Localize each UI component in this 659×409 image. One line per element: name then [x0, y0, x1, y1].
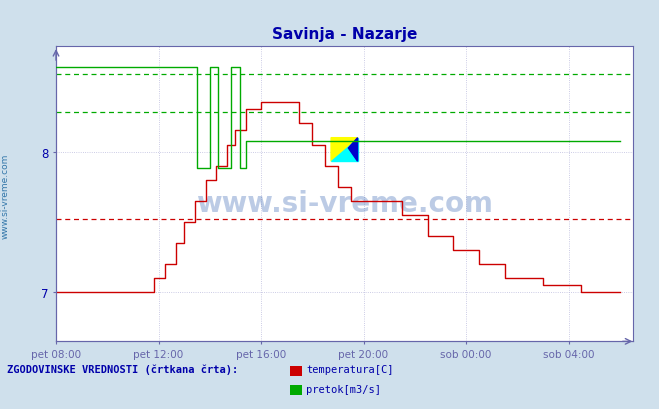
Title: Savinja - Nazarje: Savinja - Nazarje — [272, 27, 417, 42]
Polygon shape — [331, 138, 358, 162]
Text: ZGODOVINSKE VREDNOSTI (črtkana črta):: ZGODOVINSKE VREDNOSTI (črtkana črta): — [7, 364, 238, 374]
Text: www.si-vreme.com: www.si-vreme.com — [196, 189, 493, 217]
Text: temperatura[C]: temperatura[C] — [306, 364, 394, 374]
Text: www.si-vreme.com: www.si-vreme.com — [1, 154, 10, 239]
Text: pretok[m3/s]: pretok[m3/s] — [306, 384, 382, 394]
Polygon shape — [331, 138, 358, 162]
Polygon shape — [349, 138, 358, 162]
